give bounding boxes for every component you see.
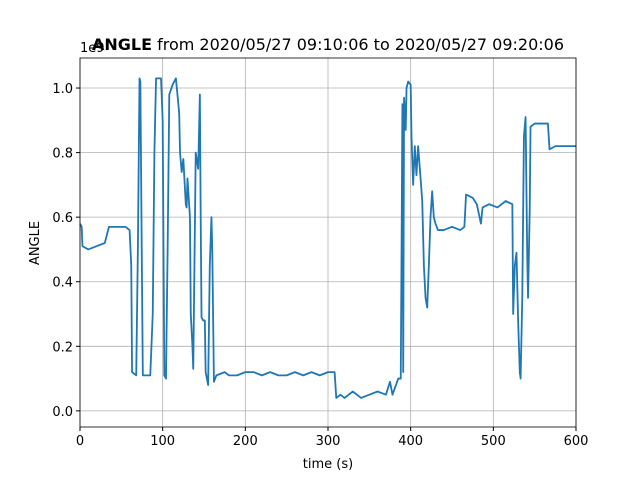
y-tick-label: 1.0 (52, 82, 73, 97)
x-tick-label: 400 (398, 434, 423, 449)
title-rest: from 2020/05/27 09:10:06 to 2020/05/27 0… (157, 35, 564, 54)
y-tick-label: 0.4 (52, 276, 73, 291)
x-tick-label: 300 (316, 434, 341, 449)
y-tick-label: 0.0 (52, 405, 73, 420)
x-tick-label: 0 (76, 434, 84, 449)
axes-frame (79, 57, 577, 428)
x-tick-label: 500 (481, 434, 506, 449)
y-tick-label: 0.6 (52, 211, 73, 226)
x-tick-label: 100 (150, 434, 175, 449)
y-offset-label: 1e9 (80, 41, 105, 56)
y-tick-label: 0.2 (52, 340, 73, 355)
x-axis-label: time (s) (303, 457, 353, 472)
x-tick-label: 600 (564, 434, 589, 449)
chart-title: ANGLE from 2020/05/27 09:10:06 to 2020/0… (92, 35, 564, 54)
data-line (79, 77, 576, 399)
y-tick-label: 0.8 (52, 147, 73, 162)
y-axis-label: ANGLE (28, 221, 43, 265)
x-tick-label: 200 (233, 434, 258, 449)
title-bold: ANGLE (92, 35, 152, 54)
